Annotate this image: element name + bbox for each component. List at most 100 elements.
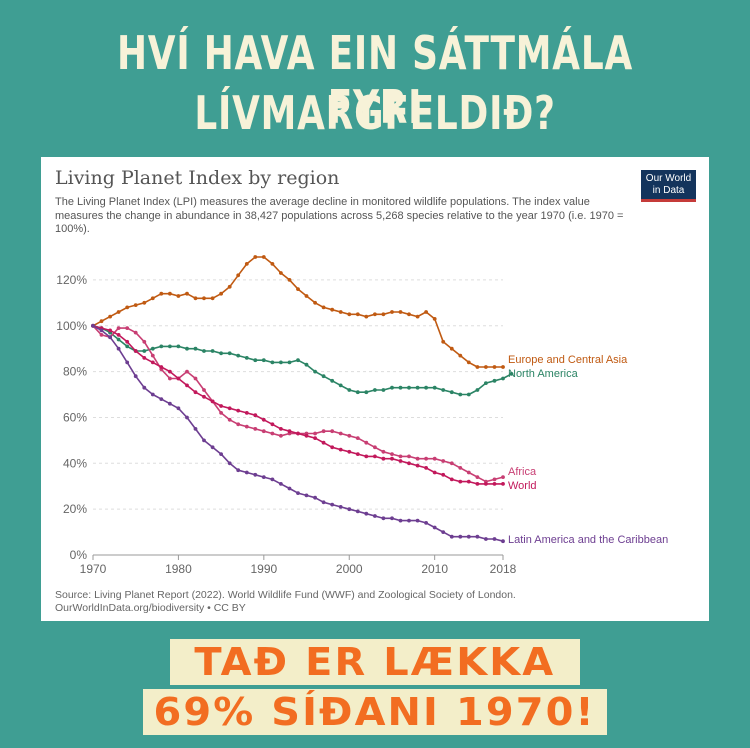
data-point xyxy=(458,466,463,470)
data-point xyxy=(355,436,360,440)
data-point xyxy=(475,482,480,486)
data-point xyxy=(150,346,155,351)
data-point xyxy=(501,475,505,479)
x-tick-label: 1970 xyxy=(80,562,107,576)
data-point xyxy=(261,429,266,434)
data-point xyxy=(168,401,172,406)
data-point xyxy=(492,482,497,486)
data-point xyxy=(338,431,343,436)
data-point xyxy=(338,383,343,388)
data-point xyxy=(219,404,224,408)
data-point xyxy=(424,521,428,525)
headline-line-2: LÍVMARGFELDIÐ? xyxy=(194,86,556,140)
data-point xyxy=(501,482,505,486)
data-point xyxy=(364,454,369,459)
data-point xyxy=(168,369,172,374)
data-point xyxy=(381,456,386,461)
series-label: Europe and Central Asia xyxy=(508,354,628,366)
line-chart: 0% 20% 40% 60% 80% 100% 120% 1970 1980 1990 2000 20… xyxy=(56,255,668,576)
data-point xyxy=(150,360,155,365)
data-point xyxy=(424,310,428,314)
data-point xyxy=(133,330,138,335)
data-point xyxy=(296,491,300,495)
data-point xyxy=(355,509,360,514)
data-point xyxy=(99,328,104,333)
data-point xyxy=(270,360,275,365)
data-point xyxy=(398,385,403,390)
data-point xyxy=(125,305,130,310)
data-point xyxy=(390,385,394,390)
data-point xyxy=(432,317,437,321)
data-point xyxy=(381,516,386,521)
y-tick-label: 120% xyxy=(56,273,87,287)
data-point xyxy=(321,305,326,310)
data-point xyxy=(432,385,437,390)
data-point xyxy=(236,353,241,358)
data-point xyxy=(279,433,283,438)
data-point xyxy=(185,346,189,351)
data-point xyxy=(279,427,283,431)
source-line-1: Source: Living Planet Report (2022). Wor… xyxy=(55,589,516,601)
data-point xyxy=(407,461,411,466)
data-point xyxy=(373,445,377,450)
data-point xyxy=(338,505,343,509)
x-tick-label: 2018 xyxy=(490,562,517,576)
data-point xyxy=(185,291,189,296)
data-point xyxy=(373,454,377,459)
data-point xyxy=(424,385,428,390)
data-point xyxy=(279,482,283,486)
data-point xyxy=(91,323,95,328)
data-point xyxy=(313,436,317,440)
data-point xyxy=(475,475,480,479)
data-point xyxy=(304,433,309,438)
data-point xyxy=(108,328,112,333)
banner-line-2: 69% SÍÐANI 1970! xyxy=(143,689,607,735)
data-point xyxy=(441,530,446,534)
data-point xyxy=(492,365,497,369)
data-point xyxy=(364,440,369,445)
x-tick-label: 1980 xyxy=(165,562,192,576)
data-point xyxy=(150,296,155,301)
data-point xyxy=(347,507,352,512)
data-point xyxy=(347,388,352,392)
data-point xyxy=(159,291,164,296)
y-tick-label: 20% xyxy=(63,502,87,516)
banner-line-1: TAÐ ER LÆKKA xyxy=(170,639,580,685)
data-point xyxy=(313,300,317,305)
data-point xyxy=(253,472,258,477)
data-point xyxy=(193,390,198,395)
data-point xyxy=(142,385,147,390)
data-point xyxy=(142,339,147,344)
data-point xyxy=(193,427,198,431)
data-point xyxy=(475,365,480,369)
data-point xyxy=(287,278,292,282)
chart-card: 0% 20% 40% 60% 80% 100% 120% 1970 1980 1990 2000 20… xyxy=(41,157,709,621)
owid-logo-line-1: Our World xyxy=(645,173,692,184)
data-point xyxy=(501,365,505,369)
data-point xyxy=(347,449,352,454)
data-point xyxy=(432,470,437,475)
data-point xyxy=(424,466,428,470)
data-point xyxy=(202,394,206,399)
data-point xyxy=(364,314,369,319)
data-point xyxy=(236,422,241,427)
data-point xyxy=(236,408,241,413)
data-point xyxy=(219,291,224,296)
owid-logo-line-2: in Data xyxy=(652,185,685,196)
data-point xyxy=(261,475,266,479)
series-line xyxy=(92,256,503,368)
y-tick-label: 60% xyxy=(63,410,87,424)
data-point xyxy=(133,349,138,353)
data-point xyxy=(244,411,249,415)
data-point xyxy=(458,353,463,358)
data-point xyxy=(159,365,164,369)
data-point xyxy=(441,459,446,463)
data-point xyxy=(321,374,326,379)
data-point xyxy=(321,500,326,505)
data-point xyxy=(133,374,138,379)
data-point xyxy=(449,390,454,395)
data-point xyxy=(227,406,232,411)
owid-logo[interactable]: Our World in Data xyxy=(641,170,696,202)
data-point xyxy=(466,479,471,484)
data-point xyxy=(185,383,189,388)
